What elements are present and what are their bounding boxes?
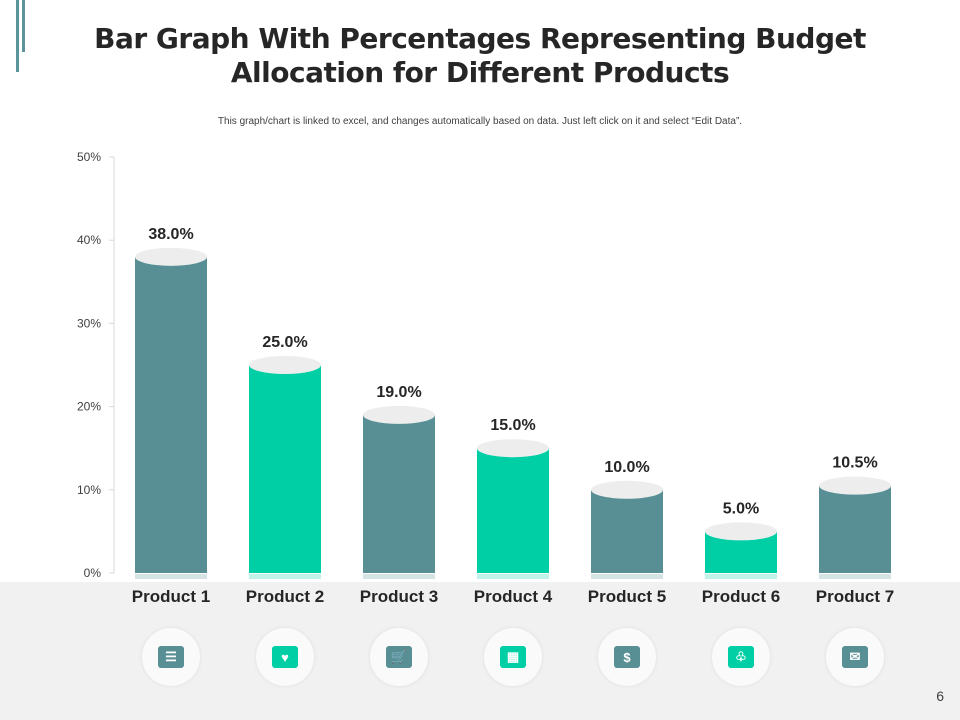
category-label: Product 6	[702, 587, 780, 606]
bar	[591, 489, 663, 573]
data-label: 25.0%	[262, 334, 307, 351]
bar-reflection	[363, 574, 435, 579]
stacked-boxes-icon: ▦	[500, 646, 526, 668]
bar	[363, 414, 435, 573]
checklist-icon: ☰	[158, 646, 184, 668]
y-tick-label: 0%	[84, 566, 102, 580]
chart-subtitle: This graph/chart is linked to excel, and…	[217, 116, 743, 127]
y-tick-label: 40%	[77, 233, 101, 247]
product-icon-circle: ▦	[484, 628, 542, 686]
data-label: 38.0%	[148, 226, 193, 243]
bar-cap	[705, 522, 777, 541]
product-icon-circle: ☰	[142, 628, 200, 686]
product-icon-circle: ✉	[826, 628, 884, 686]
product-icon-circle: ♥	[256, 628, 314, 686]
data-label: 5.0%	[723, 500, 759, 517]
category-label: Product 5	[588, 587, 666, 606]
data-label: 15.0%	[490, 417, 535, 434]
category-label: Product 2	[246, 587, 324, 606]
bar-cap	[477, 439, 549, 458]
bar-reflection	[591, 574, 663, 579]
hands-box-icon: ♧	[728, 646, 754, 668]
y-tick-label: 10%	[77, 483, 101, 497]
bar-reflection	[705, 574, 777, 579]
y-tick-label: 30%	[77, 316, 101, 330]
bar	[477, 448, 549, 573]
bar-cap	[591, 480, 663, 499]
bar-reflection	[135, 574, 207, 579]
bar	[249, 365, 321, 573]
y-tick-label: 50%	[77, 150, 101, 164]
category-label: Product 7	[816, 587, 894, 606]
cart-box-icon: 🛒	[386, 646, 412, 668]
bar	[819, 485, 891, 573]
product-icon-circle: 🛒	[370, 628, 428, 686]
page-title: Bar Graph With Percentages Representing …	[94, 22, 866, 89]
bar-reflection	[249, 574, 321, 579]
data-label: 10.5%	[832, 455, 877, 472]
decorative-bar-long	[16, 0, 19, 72]
product-icon-circle: $	[598, 628, 656, 686]
box-heart-icon: ♥	[272, 646, 298, 668]
bar-reflection	[477, 574, 549, 579]
page-number: 6	[936, 688, 944, 704]
bar-cap	[249, 356, 321, 374]
data-label: 10.0%	[604, 459, 649, 476]
y-tick-label: 20%	[77, 400, 101, 414]
product-icon-circle: ♧	[712, 628, 770, 686]
bar-cap	[363, 405, 435, 424]
category-label: Product 4	[474, 587, 553, 606]
category-label: Product 1	[132, 587, 210, 606]
money-people-icon: $	[614, 646, 640, 668]
decorative-bar-short	[22, 0, 25, 52]
bar-reflection	[819, 574, 891, 579]
bar	[135, 256, 207, 573]
data-label: 19.0%	[376, 384, 421, 401]
bar-chart: 0% 10% 20% 30% 40% 50% 38.0% Product 1 25.0% Prod…	[77, 150, 894, 606]
bar-cap	[135, 247, 207, 266]
category-label: Product 3	[360, 587, 438, 606]
bar-cap	[819, 476, 891, 495]
open-box-icon: ✉	[842, 646, 868, 668]
